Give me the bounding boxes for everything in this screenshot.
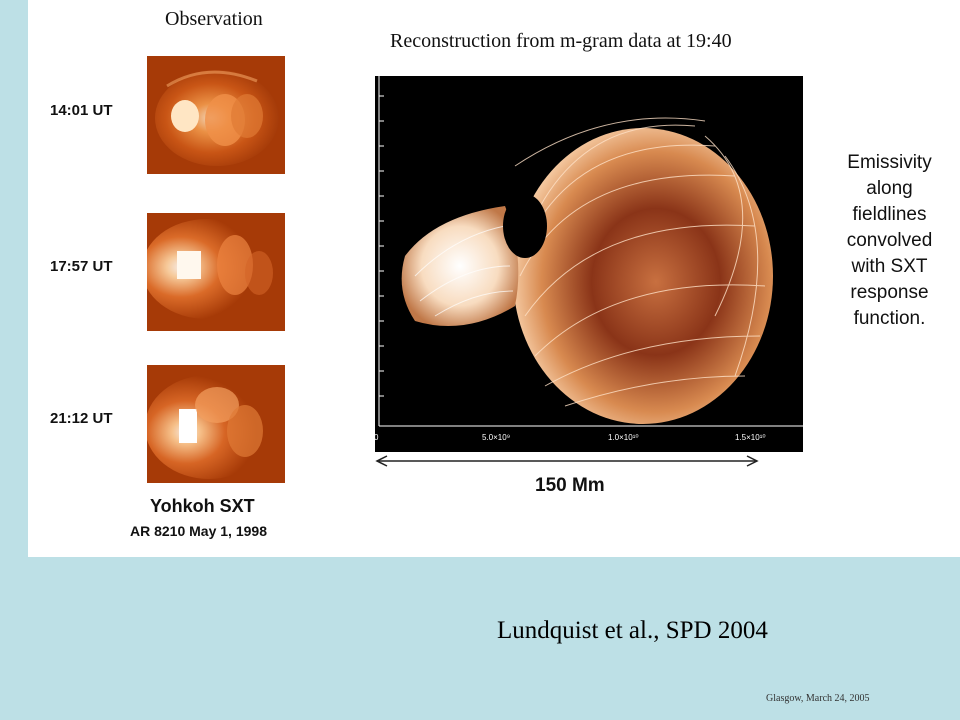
axis-tick-1: 5.0×10⁹ <box>482 433 511 442</box>
axis-tick-3: 1.5×10¹⁰ <box>735 433 766 442</box>
scale-arrow <box>375 454 759 473</box>
caption-line: response <box>850 282 929 303</box>
fieldline-reconstruction-image <box>375 76 803 452</box>
instrument-label: Yohkoh SXT <box>150 496 255 516</box>
emissivity-caption: Emissivity along fieldlines convolved wi… <box>832 150 947 332</box>
caption-line: function. <box>853 308 926 329</box>
caption-line: fieldlines <box>852 204 927 225</box>
time-label-3: 21:12 UT <box>50 410 113 427</box>
caption-line: Emissivity <box>847 152 932 173</box>
observation-title: Observation <box>165 8 263 30</box>
scale-label: 150 Mm <box>535 475 605 496</box>
sxt-image-2 <box>147 213 285 331</box>
caption-line: convolved <box>846 230 933 251</box>
sxt-image-3 <box>147 365 285 483</box>
footer-text: Glasgow, March 24, 2005 <box>766 693 870 704</box>
citation: Lundquist et al., SPD 2004 <box>497 617 768 644</box>
axis-tick-2: 1.0×10¹⁰ <box>608 433 639 442</box>
caption-line: with SXT <box>851 256 928 277</box>
region-date-label: AR 8210 May 1, 1998 <box>130 523 267 539</box>
reconstruction-title: Reconstruction from m-gram data at 19:40 <box>390 30 732 52</box>
caption-line: along <box>866 178 913 199</box>
axis-tick-0: 0 <box>374 433 379 442</box>
time-label-2: 17:57 UT <box>50 258 113 275</box>
sxt-image-1 <box>147 56 285 174</box>
time-label-1: 14:01 UT <box>50 102 113 119</box>
